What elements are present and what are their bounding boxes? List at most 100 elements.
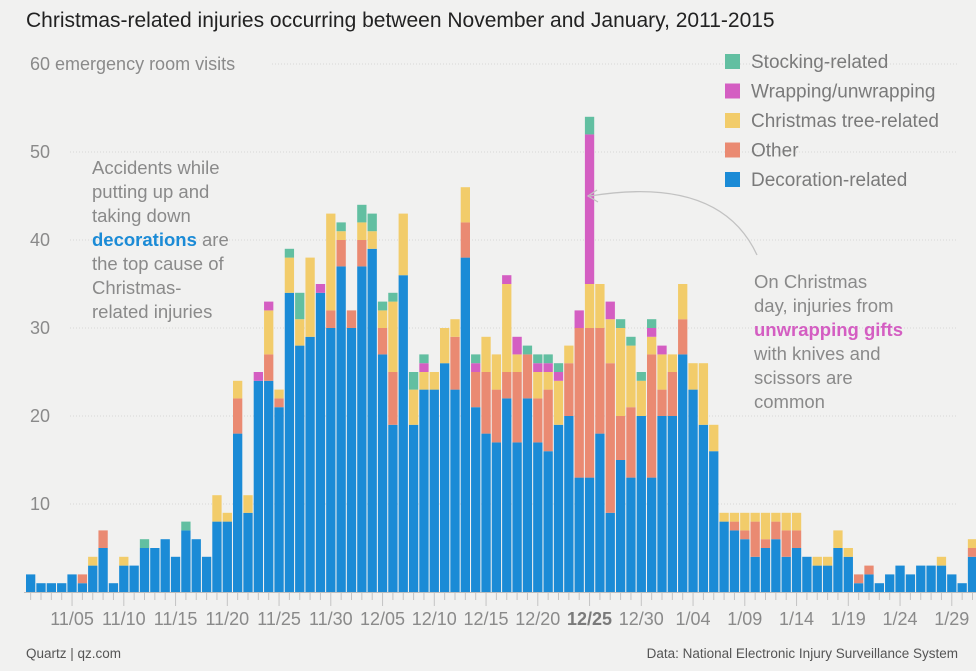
bar-tree xyxy=(781,512,791,531)
bar-decoration xyxy=(574,477,584,592)
bar-tree xyxy=(481,336,491,372)
bar-tree xyxy=(264,310,274,355)
bar-tree xyxy=(812,556,822,566)
bar-other xyxy=(388,372,398,425)
bar-decoration xyxy=(615,460,626,592)
bar-wrapping xyxy=(543,363,553,372)
y-tick-label: 10 xyxy=(30,494,50,514)
bar-tree xyxy=(709,424,719,452)
legend: Stocking-related Wrapping/unwrapping Chris… xyxy=(725,52,939,191)
annotation-line: the top cause of xyxy=(92,253,224,274)
bar-stocking xyxy=(543,354,553,364)
x-axis: 11/05 11/10 11/15 11/20 11/25 11/30 12/05 12/10… xyxy=(24,592,976,629)
bar-stocking xyxy=(471,354,481,364)
bar-other xyxy=(864,565,874,575)
bar-tree xyxy=(657,354,667,390)
x-tick-label: 1/29 xyxy=(934,609,969,629)
bar-other xyxy=(264,354,274,381)
bar-decoration xyxy=(357,266,367,592)
bar-decoration xyxy=(326,328,336,592)
bar-decoration xyxy=(274,407,284,592)
bar-other xyxy=(647,354,657,478)
bar-decoration xyxy=(139,548,150,592)
bar-other xyxy=(595,328,605,434)
bar-decoration xyxy=(46,583,56,592)
x-tick-label: 1/19 xyxy=(831,609,866,629)
bar-other xyxy=(346,310,357,328)
bar-decoration xyxy=(491,442,502,592)
bar-tree xyxy=(833,530,843,548)
annotation-highlight-unwrapping: unwrapping gifts xyxy=(754,319,904,340)
x-tick-label: 1/09 xyxy=(727,609,762,629)
annotation-line: scissors are xyxy=(754,367,853,388)
bar-stocking xyxy=(408,372,419,390)
bar-tree xyxy=(822,556,833,566)
y-tick-label: 50 xyxy=(30,142,50,162)
bar-tree xyxy=(408,389,419,425)
bar-decoration xyxy=(833,548,843,592)
y-axis: 10 20 30 40 50 60 emergency room visits xyxy=(30,54,235,514)
bar-tree xyxy=(533,372,543,399)
bar-other xyxy=(750,521,760,557)
bar-decoration xyxy=(191,539,201,592)
bar-tree xyxy=(222,512,232,522)
bar-decoration xyxy=(595,433,605,592)
bar-tree xyxy=(305,257,315,337)
bar-other xyxy=(98,530,108,548)
bar-decoration xyxy=(243,512,253,592)
legend-swatch xyxy=(725,83,740,99)
bar-tree xyxy=(336,231,346,240)
x-tick-label: 1/04 xyxy=(676,609,711,629)
bar-stocking xyxy=(367,213,377,232)
bar-decoration xyxy=(719,521,729,592)
annotation-line: putting up and xyxy=(92,181,210,202)
x-tick-label: 11/20 xyxy=(205,609,249,629)
bar-decoration xyxy=(253,380,263,592)
bar-decoration xyxy=(522,398,533,592)
bar-tree xyxy=(377,310,388,328)
bar-decoration xyxy=(605,512,615,592)
bar-tree xyxy=(750,512,760,522)
bar-tree xyxy=(284,257,295,293)
bar-decoration xyxy=(709,451,719,592)
bar-stocking xyxy=(181,521,191,531)
bar-tree xyxy=(119,556,129,566)
bar-other xyxy=(357,240,367,267)
bar-other xyxy=(233,398,243,434)
x-tick-label: 12/15 xyxy=(464,609,509,629)
bar-decoration xyxy=(916,565,926,592)
bar-decoration xyxy=(543,451,553,592)
x-tick-label: 12/30 xyxy=(619,609,664,629)
bar-other xyxy=(77,574,88,584)
bar-decoration xyxy=(181,530,191,592)
footer-credit: Quartz | qz.com xyxy=(26,646,122,661)
bar-other xyxy=(740,530,750,540)
legend-label: Decoration-related xyxy=(751,170,907,191)
annotation-line: taking down xyxy=(92,205,191,226)
bar-stocking xyxy=(522,345,533,355)
bar-decoration xyxy=(564,416,574,592)
y-axis-label: 60 emergency room visits xyxy=(30,54,235,74)
bar-other xyxy=(522,354,533,399)
bar-wrapping xyxy=(574,310,584,328)
bar-decoration xyxy=(201,556,212,592)
bar-other xyxy=(326,310,336,328)
bar-other xyxy=(377,328,388,355)
x-tick-label: 11/15 xyxy=(154,609,198,629)
bar-tree xyxy=(698,363,709,425)
x-tick-label: 1/24 xyxy=(883,609,918,629)
bar-decoration xyxy=(667,416,677,592)
bar-other xyxy=(615,416,626,460)
bar-tree xyxy=(460,187,470,223)
bar-decoration xyxy=(481,433,491,592)
bar-decoration xyxy=(150,548,160,592)
bar-decoration xyxy=(295,345,305,592)
x-tick-label: 12/10 xyxy=(412,609,457,629)
annotation-arrow xyxy=(589,190,758,256)
bar-decoration xyxy=(377,354,388,592)
bar-tree xyxy=(667,354,677,372)
bar-stocking xyxy=(533,354,543,364)
bar-other xyxy=(543,389,553,452)
bar-other xyxy=(460,222,470,258)
